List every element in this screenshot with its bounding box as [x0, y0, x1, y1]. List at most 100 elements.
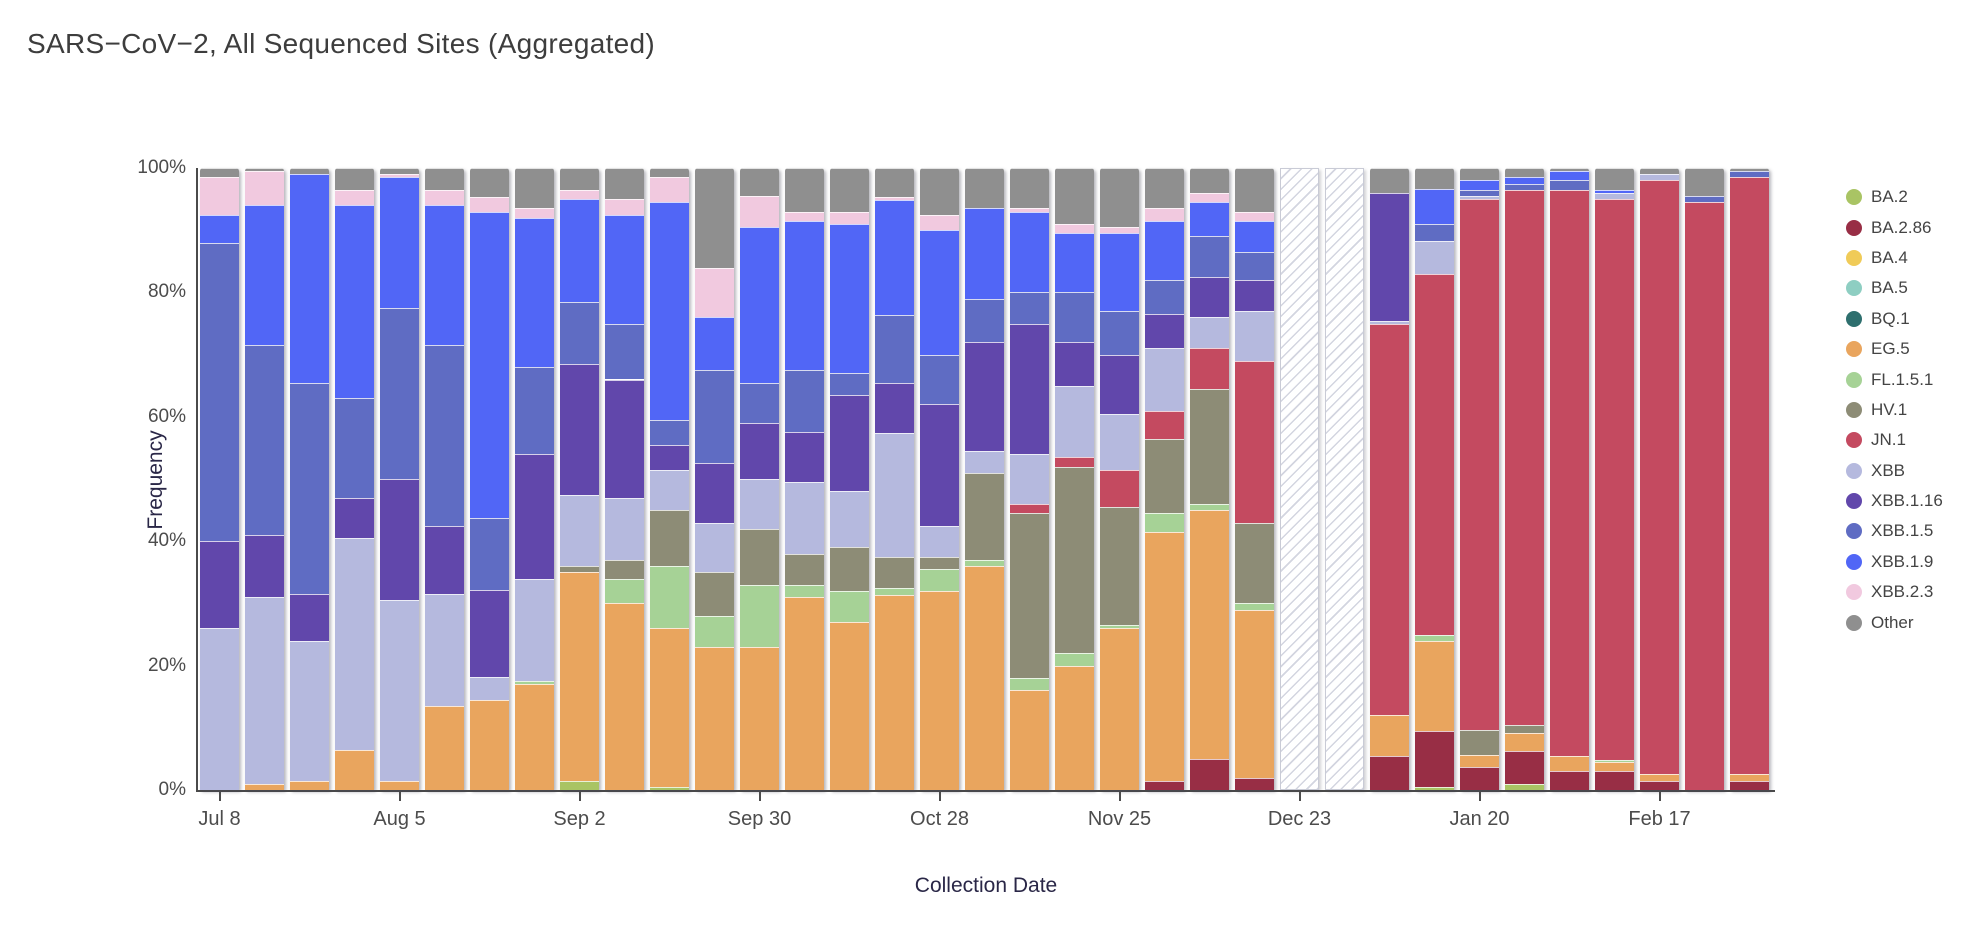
bar-segment-XBB.1.5[interactable]: [335, 398, 374, 498]
bar-segment-XBB.1.16[interactable]: [515, 454, 554, 579]
bar-segment-EG.5[interactable]: [560, 572, 599, 781]
bar-segment-Other[interactable]: [1685, 168, 1724, 196]
bar-segment-XBB.1.16[interactable]: [1235, 279, 1274, 312]
bar-segment-EG.5[interactable]: [515, 684, 554, 790]
bar-segment-XBB[interactable]: [1640, 174, 1679, 181]
bar-segment-JN.1[interactable]: [1100, 469, 1139, 507]
bar-segment-XBB.2.3[interactable]: [740, 196, 779, 228]
bar-segment-XBB.1.5[interactable]: [1415, 224, 1454, 241]
bar-segment-HV.1[interactable]: [1055, 466, 1094, 654]
bar-segment-HV.1[interactable]: [650, 510, 689, 567]
bar-segment-XBB.1.5[interactable]: [1730, 171, 1769, 178]
bar-segment-XBB.1.5[interactable]: [740, 382, 779, 424]
bar-segment-XBB[interactable]: [695, 522, 734, 573]
bar-segment-XBB.1.16[interactable]: [650, 444, 689, 470]
bar-segment-XBB[interactable]: [920, 525, 959, 557]
bar-segment-BA.2[interactable]: [560, 780, 599, 790]
bar-Mar-2[interactable]: [1730, 168, 1769, 790]
bar-segment-HV.1[interactable]: [965, 472, 1004, 560]
legend-item-EG.5[interactable]: EG.5: [1846, 334, 1984, 364]
bar-segment-FL.1.5.1[interactable]: [1010, 678, 1049, 691]
bar-segment-HV.1[interactable]: [605, 559, 644, 579]
legend-item-HV.1[interactable]: HV.1: [1846, 395, 1984, 425]
bar-segment-EG.5[interactable]: [470, 699, 509, 790]
bar-segment-HV.1[interactable]: [920, 556, 959, 570]
bar-segment-XBB.1.16[interactable]: [875, 383, 914, 433]
bar-segment-Other[interactable]: [605, 168, 644, 200]
bar-segment-EG.5[interactable]: [605, 603, 644, 790]
bar-Jan-20[interactable]: [1460, 168, 1499, 790]
bar-segment-XBB[interactable]: [785, 482, 824, 554]
bar-Oct-28[interactable]: [920, 168, 959, 790]
bar-segment-EG.5[interactable]: [695, 646, 734, 790]
bar-Dec-23-no-data[interactable]: [1280, 168, 1319, 790]
bar-segment-XBB[interactable]: [740, 479, 779, 529]
bar-Aug-26[interactable]: [515, 168, 554, 790]
bar-segment-XBB.1.16[interactable]: [740, 423, 779, 479]
bar-segment-XBB.1.16[interactable]: [245, 535, 284, 598]
bar-segment-Other[interactable]: [380, 168, 419, 175]
bar-segment-XBB.1.5[interactable]: [470, 518, 509, 590]
bar-segment-XBB[interactable]: [245, 597, 284, 784]
bar-segment-BA.2.86[interactable]: [1145, 780, 1184, 790]
bar-segment-Other[interactable]: [650, 168, 689, 178]
bar-segment-Other[interactable]: [200, 168, 239, 178]
bar-segment-JN.1[interactable]: [1460, 199, 1499, 731]
bar-segment-XBB.2.3[interactable]: [1055, 223, 1094, 234]
bar-segment-XBB.1.16[interactable]: [1370, 192, 1409, 322]
bar-segment-XBB.1.16[interactable]: [380, 479, 419, 601]
bar-segment-XBB.2.3[interactable]: [380, 174, 419, 178]
legend-item-JN.1[interactable]: JN.1: [1846, 425, 1984, 455]
bar-segment-HV.1[interactable]: [1010, 513, 1049, 679]
bar-segment-BA.2.86[interactable]: [1190, 758, 1229, 790]
bar-segment-HV.1[interactable]: [560, 566, 599, 573]
bar-Sep-30[interactable]: [740, 168, 779, 790]
bar-segment-XBB.2.3[interactable]: [1145, 208, 1184, 221]
bar-segment-XBB[interactable]: [1415, 240, 1454, 274]
bar-segment-XBB.1.9[interactable]: [875, 199, 914, 315]
bar-segment-XBB[interactable]: [875, 432, 914, 558]
bar-segment-FL.1.5.1[interactable]: [1595, 759, 1634, 763]
bar-segment-XBB.1.16[interactable]: [470, 589, 509, 677]
bar-segment-EG.5[interactable]: [920, 590, 959, 790]
bar-Dec-30-no-data[interactable]: [1325, 168, 1364, 790]
bar-segment-XBB.1.5[interactable]: [965, 298, 1004, 343]
bar-segment-HV.1[interactable]: [875, 557, 914, 589]
bar-segment-XBB.2.3[interactable]: [245, 171, 284, 206]
legend-item-FL.1.5.1[interactable]: FL.1.5.1: [1846, 364, 1984, 394]
bar-segment-HV.1[interactable]: [1145, 438, 1184, 514]
bar-segment-EG.5[interactable]: [1415, 640, 1454, 731]
bar-segment-XBB[interactable]: [200, 628, 239, 790]
bar-Aug-19[interactable]: [470, 168, 509, 790]
bar-segment-XBB[interactable]: [335, 538, 374, 750]
bar-segment-Other[interactable]: [1145, 168, 1184, 209]
bar-segment-BA.2.86[interactable]: [1415, 730, 1454, 787]
legend-item-BA.2.86[interactable]: BA.2.86: [1846, 212, 1984, 242]
bar-segment-XBB[interactable]: [965, 451, 1004, 473]
bar-segment-XBB.1.5[interactable]: [290, 382, 329, 595]
bar-segment-XBB[interactable]: [830, 491, 869, 548]
bar-segment-XBB.1.9[interactable]: [1190, 202, 1229, 237]
bar-segment-XBB.2.3[interactable]: [830, 211, 869, 224]
bar-segment-Other[interactable]: [560, 168, 599, 190]
bar-segment-XBB.2.3[interactable]: [605, 199, 644, 215]
bar-segment-XBB.1.5[interactable]: [1235, 251, 1274, 280]
bar-segment-XBB.1.5[interactable]: [650, 419, 689, 445]
bar-segment-XBB.1.5[interactable]: [1010, 292, 1049, 324]
bar-segment-XBB.1.9[interactable]: [605, 214, 644, 324]
bar-segment-XBB.1.9[interactable]: [1010, 211, 1049, 293]
bar-segment-HV.1[interactable]: [1460, 730, 1499, 756]
bar-segment-XBB.1.9[interactable]: [380, 177, 419, 308]
bar-segment-JN.1[interactable]: [1415, 273, 1454, 635]
bar-segment-EG.5[interactable]: [425, 706, 464, 790]
bar-segment-Other[interactable]: [920, 168, 959, 215]
bar-segment-XBB.1.5[interactable]: [515, 367, 554, 455]
bar-segment-BA.2.86[interactable]: [1595, 771, 1634, 790]
bar-segment-EG.5[interactable]: [290, 780, 329, 790]
bar-segment-JN.1[interactable]: [1640, 180, 1679, 775]
bar-segment-XBB.1.5[interactable]: [200, 242, 239, 542]
bar-segment-BA.2.86[interactable]: [1505, 751, 1544, 784]
bar-segment-XBB.1.9[interactable]: [245, 205, 284, 346]
bar-segment-XBB.1.16[interactable]: [785, 432, 824, 483]
bar-segment-XBB.1.16[interactable]: [605, 379, 644, 498]
